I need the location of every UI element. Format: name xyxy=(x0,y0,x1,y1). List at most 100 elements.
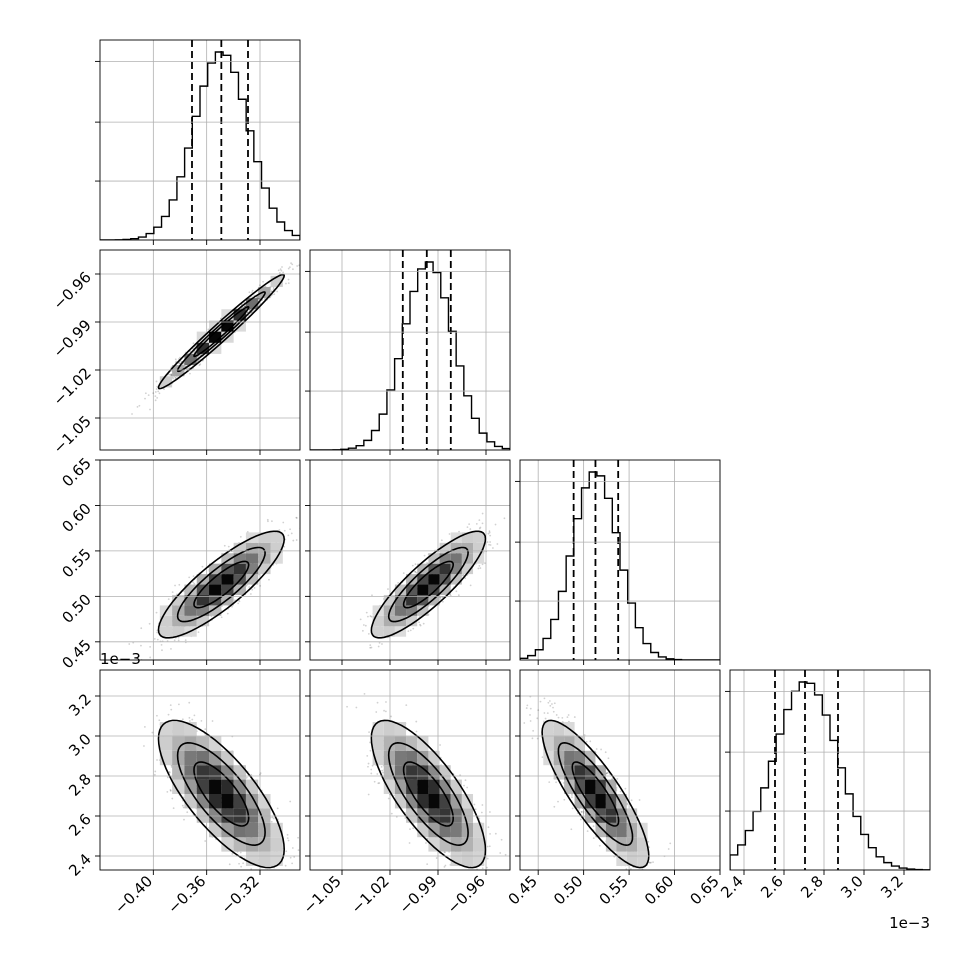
scatter-point xyxy=(286,833,289,836)
scatter-point xyxy=(409,629,412,632)
scatter-point xyxy=(171,376,174,379)
density-cell xyxy=(245,574,259,585)
scatter-point xyxy=(283,545,286,548)
y-tick-label: −1.02 xyxy=(50,364,95,409)
scatter-point xyxy=(163,388,165,391)
density-cell xyxy=(428,574,440,585)
scatter-point xyxy=(369,615,372,617)
density-cell xyxy=(439,563,451,575)
density-cell xyxy=(450,563,462,575)
panel-content xyxy=(310,250,510,450)
scatter-point xyxy=(290,532,293,535)
density-cell xyxy=(394,605,407,616)
scatter-point xyxy=(362,624,365,626)
density-cell xyxy=(473,532,485,543)
scatter-point xyxy=(253,587,256,589)
scatter-point xyxy=(481,563,484,566)
density-cell xyxy=(184,594,197,606)
scatter-point xyxy=(140,644,142,647)
scatter-point xyxy=(402,572,405,574)
scatter-point xyxy=(227,545,230,548)
scatter-point xyxy=(157,390,160,393)
scatter-point xyxy=(423,554,426,557)
scatter-point xyxy=(292,268,294,271)
scatter-point xyxy=(221,748,224,751)
scatter-point xyxy=(262,280,265,283)
scatter-point xyxy=(258,297,261,300)
scatter-point xyxy=(196,360,199,363)
scatter-point xyxy=(189,372,191,375)
scatter-point xyxy=(469,528,472,530)
density-cell xyxy=(209,605,222,616)
scatter-point xyxy=(161,649,163,652)
scatter-point xyxy=(155,611,158,614)
scatter-point xyxy=(176,593,178,596)
density-cell xyxy=(417,584,429,595)
scatter-point xyxy=(315,242,317,244)
scatter-point xyxy=(198,364,201,367)
scatter-point xyxy=(181,718,184,721)
contour-line xyxy=(176,546,266,623)
scatter-point xyxy=(337,665,339,667)
scatter-point xyxy=(240,865,243,868)
scatter-point xyxy=(455,590,458,593)
scatter-point xyxy=(426,561,428,564)
scatter-point xyxy=(458,530,460,533)
density-cell xyxy=(233,309,246,321)
scatter-point xyxy=(462,574,465,577)
scatter-point xyxy=(220,616,223,619)
scatter-point xyxy=(201,565,204,568)
density-cell xyxy=(383,594,395,606)
density-cell xyxy=(196,594,210,606)
density-cell xyxy=(196,615,210,627)
density-cell xyxy=(383,626,395,637)
scatter-point xyxy=(149,408,151,411)
scatter-point xyxy=(177,358,180,360)
scatter-point xyxy=(488,530,491,533)
scatter-point xyxy=(288,266,291,269)
density-cell xyxy=(428,553,440,564)
y-tick-label: 0.50 xyxy=(58,590,94,626)
scatter-point xyxy=(156,714,158,717)
density-cell xyxy=(383,615,395,627)
scatter-point xyxy=(192,581,194,584)
panel-content xyxy=(520,460,720,660)
density-cell xyxy=(196,342,210,354)
scatter-point xyxy=(250,774,253,776)
y-tick-label: 0.60 xyxy=(58,500,94,536)
scatter-point xyxy=(496,543,499,545)
scatter-point xyxy=(422,622,425,625)
scatter-point xyxy=(285,282,287,285)
panel-content xyxy=(128,511,316,660)
density-cell xyxy=(233,563,246,575)
contour-line xyxy=(402,560,455,609)
scatter-point xyxy=(487,532,490,535)
density-cell xyxy=(406,594,418,606)
scatter-point xyxy=(237,602,240,605)
scatter-point xyxy=(168,373,171,376)
scatter-point xyxy=(231,605,233,608)
scatter-point xyxy=(244,872,246,874)
scatter-point xyxy=(184,639,187,642)
scatter-point xyxy=(272,287,275,290)
scatter-point xyxy=(314,511,316,513)
scatter-point xyxy=(204,840,207,842)
scatter-point xyxy=(154,391,157,393)
scatter-point xyxy=(291,847,294,849)
panel-frame xyxy=(99,249,301,451)
scatter-point xyxy=(239,851,242,854)
scatter-point xyxy=(278,271,281,274)
density-cell xyxy=(428,594,440,606)
scatter-point xyxy=(479,567,482,569)
y-tick-label: −1.05 xyxy=(50,412,95,457)
density-cell xyxy=(233,553,246,564)
density-cell xyxy=(184,353,197,366)
scatter-point xyxy=(419,624,422,627)
scatter-point xyxy=(128,643,131,645)
density-cell xyxy=(221,553,234,564)
scatter-point xyxy=(370,615,373,618)
scatter-point xyxy=(148,622,151,625)
density-cell xyxy=(172,594,185,606)
scatter-point xyxy=(192,342,195,345)
scatter-point xyxy=(484,562,486,565)
